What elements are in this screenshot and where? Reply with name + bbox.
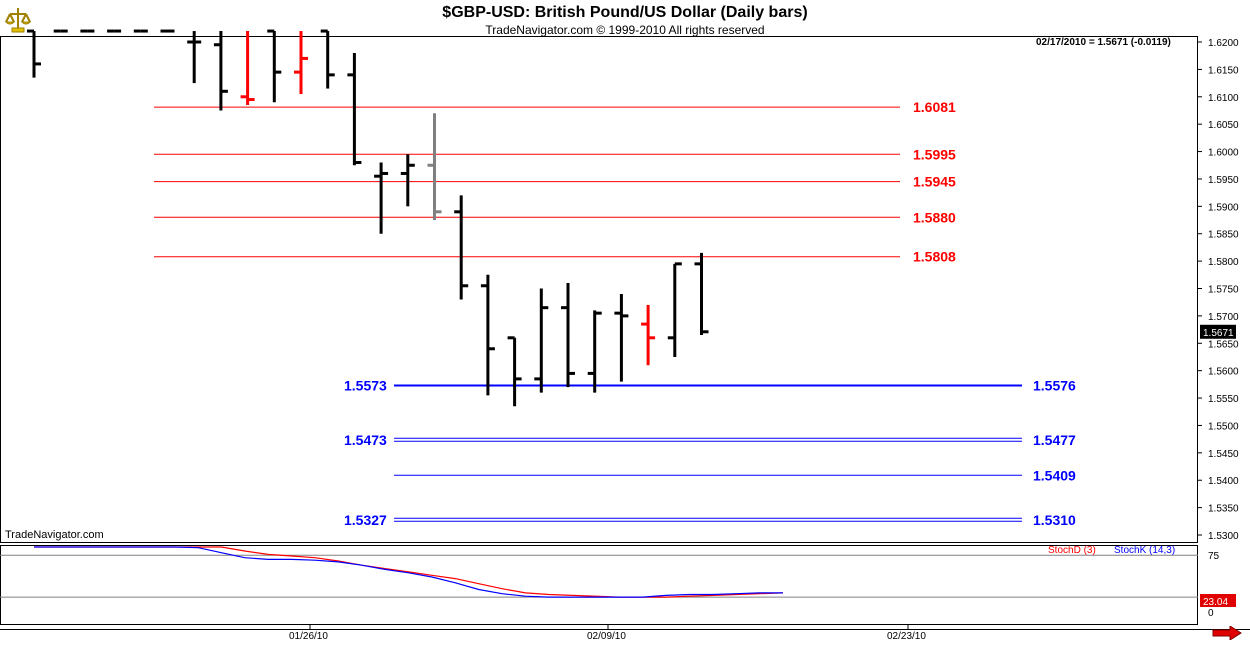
resistance-label: 1.5880 bbox=[913, 209, 956, 225]
price-tick-label: 1.5750 bbox=[1208, 285, 1239, 296]
price-tick-label: 1.5550 bbox=[1208, 394, 1239, 405]
price-tick-label: 1.5950 bbox=[1208, 175, 1239, 186]
indicator-tick-label: 0 bbox=[1208, 608, 1214, 619]
price-tick-label: 1.6200 bbox=[1208, 38, 1239, 49]
price-tick-label: 1.6100 bbox=[1208, 93, 1239, 104]
support-left-label: 1.5473 bbox=[344, 432, 387, 448]
stochd-line bbox=[34, 546, 784, 598]
last-quote-readout: 02/17/2010 = 1.5671 (-0.0119) bbox=[1036, 37, 1171, 48]
price-tick-label: 1.6050 bbox=[1208, 120, 1239, 131]
last-price-tag bbox=[1200, 324, 1236, 339]
indicator-last-label: 23.04 bbox=[1203, 597, 1228, 608]
price-tick-label: 1.5850 bbox=[1208, 230, 1239, 241]
brand-watermark: TradeNavigator.com bbox=[5, 529, 104, 541]
price-tick-label: 1.5300 bbox=[1208, 531, 1239, 542]
indicator-last-tag bbox=[1200, 594, 1236, 607]
support-right-label: 1.5477 bbox=[1033, 432, 1076, 448]
chart-subtitle: TradeNavigator.com © 1999-2010 All right… bbox=[485, 23, 765, 37]
price-tick-label: 1.6000 bbox=[1208, 148, 1239, 159]
price-tick-label: 1.5450 bbox=[1208, 449, 1239, 460]
support-left-label: 1.5327 bbox=[344, 512, 387, 528]
date-tick-label: 02/09/10 bbox=[587, 631, 626, 642]
scroll-right-arrow-icon[interactable] bbox=[1212, 625, 1242, 641]
indicator-panel-frame bbox=[0, 545, 1198, 625]
price-tick-label: 1.5400 bbox=[1208, 476, 1239, 487]
price-tick-label: 1.5500 bbox=[1208, 421, 1239, 432]
resistance-label: 1.5945 bbox=[913, 174, 956, 190]
price-tick-label: 1.5600 bbox=[1208, 367, 1239, 378]
price-tick-label: 1.6150 bbox=[1208, 65, 1239, 76]
support-left-label: 1.5573 bbox=[344, 377, 387, 393]
trade-navigator-logo-icon bbox=[4, 6, 32, 34]
price-tick-label: 1.5650 bbox=[1208, 339, 1239, 350]
last-price-tag-label: 1.5671 bbox=[1203, 328, 1234, 339]
support-right-label: 1.5310 bbox=[1033, 512, 1076, 528]
price-tick-label: 1.5800 bbox=[1208, 257, 1239, 268]
stochk-line bbox=[34, 546, 783, 598]
resistance-label: 1.5808 bbox=[913, 249, 956, 265]
price-panel-frame bbox=[0, 36, 1198, 543]
price-tick-label: 1.5700 bbox=[1208, 312, 1239, 323]
chart-title: $GBP-USD: British Pound/US Dollar (Daily… bbox=[442, 4, 808, 21]
stochk-legend: StochK (14,3) bbox=[1114, 545, 1175, 556]
stochd-legend: StochD (3) bbox=[1048, 545, 1096, 556]
price-tick-label: 1.5350 bbox=[1208, 504, 1239, 515]
support-right-label: 1.5576 bbox=[1033, 377, 1076, 393]
resistance-label: 1.5995 bbox=[913, 146, 956, 162]
support-right-label: 1.5409 bbox=[1033, 467, 1076, 483]
resistance-label: 1.6081 bbox=[913, 99, 956, 115]
indicator-tick-label: 75 bbox=[1208, 551, 1220, 562]
date-tick-label: 01/26/10 bbox=[289, 631, 328, 642]
date-tick-label: 02/23/10 bbox=[887, 631, 926, 642]
price-tick-label: 1.5900 bbox=[1208, 202, 1239, 213]
